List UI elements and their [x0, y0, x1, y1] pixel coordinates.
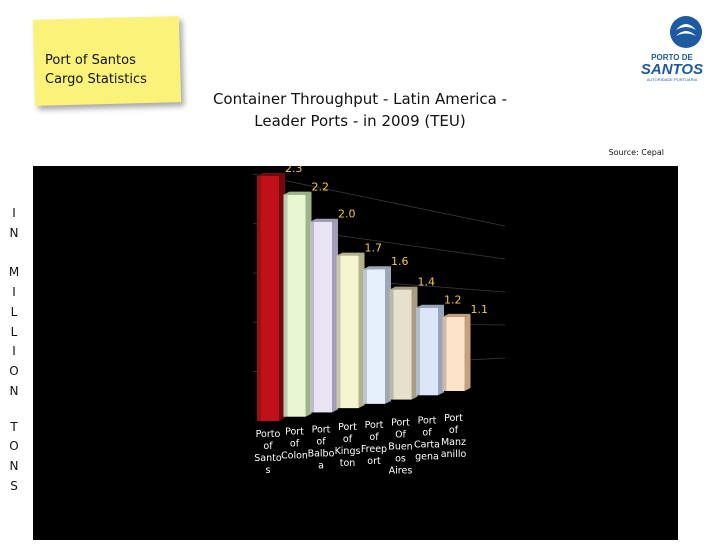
- category-label: of: [343, 434, 353, 445]
- category-label: Santo: [254, 453, 282, 464]
- sticky-note-line-1: Port of Santos: [45, 53, 136, 68]
- data-label: 2.0: [338, 208, 356, 221]
- category-label: of: [422, 427, 432, 438]
- bar-top: [283, 191, 312, 195]
- data-label: 1.7: [365, 242, 383, 255]
- data-label: 2.3: [285, 166, 303, 175]
- bar-top: [336, 252, 365, 256]
- bar-shade: [283, 194, 288, 417]
- category-label: Freep: [361, 444, 387, 455]
- bar-top: [416, 304, 444, 308]
- logo-tagline: AUTORIDADE PORTUÁRIA: [647, 77, 698, 82]
- bar: [363, 269, 385, 404]
- bar-top: [257, 173, 285, 176]
- sticky-note-line-2: Cargo Statistics: [45, 72, 147, 87]
- bar-shade: [442, 316, 447, 391]
- category-label: a: [318, 460, 324, 471]
- category-label: of: [369, 432, 379, 443]
- category-label: anillo: [441, 449, 467, 460]
- category-label: Port: [418, 415, 437, 426]
- bar-shade: [257, 176, 261, 421]
- bar-shade: [416, 307, 420, 396]
- category-label: of: [263, 441, 273, 452]
- category-label: s: [266, 465, 271, 476]
- logo-line-2: SANTOS: [641, 61, 703, 78]
- category-label: of: [316, 436, 326, 447]
- category-label: ort: [367, 456, 381, 467]
- category-label: of: [449, 425, 459, 436]
- bar: [283, 194, 306, 417]
- category-label: Port: [338, 422, 357, 433]
- source-note: Source: Cepal: [608, 148, 664, 157]
- category-label: of: [290, 439, 300, 450]
- bar: [336, 255, 359, 409]
- y-axis-label-letter: O: [9, 364, 19, 378]
- category-label: ton: [340, 458, 356, 469]
- data-label: 1.6: [391, 255, 409, 268]
- bar: [310, 221, 332, 413]
- category-label: Balbo: [308, 448, 335, 459]
- bar: [416, 307, 438, 396]
- y-axis-label-letter: L: [10, 325, 18, 339]
- category-label: Port: [312, 424, 331, 435]
- category-label: Porto: [256, 429, 281, 440]
- chart-plot-area: 2.3 Porto of Santo s 2.2 Port of Colon 2.0 Port of B…: [33, 162, 678, 540]
- data-label: 1.4: [418, 276, 436, 289]
- data-label: 1.2: [444, 294, 462, 307]
- data-label: 2.2: [312, 181, 330, 194]
- y-axis-label-letter: N: [9, 384, 19, 398]
- chart-title-line-1: Container Throughput - Latin America -: [212, 90, 508, 108]
- bar: [442, 316, 465, 391]
- bar-shade: [389, 289, 394, 400]
- bar-chart: 2.3PortoofSantos2.2PortofColon2.0PortofB…: [252, 162, 506, 477]
- chart-title-line-2: Leader Ports - in 2009 (TEU): [254, 112, 466, 130]
- bar-shade: [336, 255, 341, 409]
- data-label: 1.1: [471, 303, 489, 316]
- y-axis-label-letter: S: [10, 479, 18, 493]
- bar-top: [310, 218, 338, 222]
- y-axis-label-letter: I: [12, 206, 16, 220]
- bar-shade: [310, 221, 314, 413]
- y-axis-label-letter: N: [9, 459, 19, 473]
- category-label: Port: [391, 418, 410, 429]
- y-axis-label-letter: O: [9, 439, 19, 453]
- y-axis-label-letter: N: [9, 226, 19, 240]
- bar: [389, 289, 412, 400]
- logo-line-1: PORTO DE: [651, 53, 693, 62]
- category-label: gena: [415, 451, 439, 462]
- bar-top: [389, 286, 418, 290]
- y-axis-label-letter: M: [8, 265, 20, 279]
- category-label: Port: [285, 427, 304, 438]
- category-label: Aires: [389, 466, 413, 477]
- category-label: Manz: [441, 437, 466, 448]
- porto-de-santos-logo: PORTO DE SANTOS AUTORIDADE PORTUÁRIA: [630, 10, 714, 82]
- y-axis-label-letter: I: [12, 344, 16, 358]
- category-label: Colon: [281, 451, 308, 462]
- gridline: [252, 173, 506, 227]
- category-label: os: [395, 454, 406, 465]
- category-label: Kings: [335, 446, 361, 457]
- category-label: Buen: [388, 442, 412, 453]
- bar-shade: [363, 269, 367, 404]
- bar-side: [464, 313, 471, 391]
- category-label: Carta: [414, 439, 440, 450]
- bar: [257, 176, 279, 421]
- bar-top: [363, 266, 391, 270]
- y-axis-label-letter: L: [10, 305, 18, 319]
- category-label: Of: [395, 430, 406, 441]
- bar-top: [442, 313, 471, 317]
- y-axis-label-letter: T: [10, 420, 18, 434]
- category-label: Port: [444, 413, 463, 424]
- category-label: Port: [365, 420, 384, 431]
- y-axis-label-letter: I: [12, 285, 16, 299]
